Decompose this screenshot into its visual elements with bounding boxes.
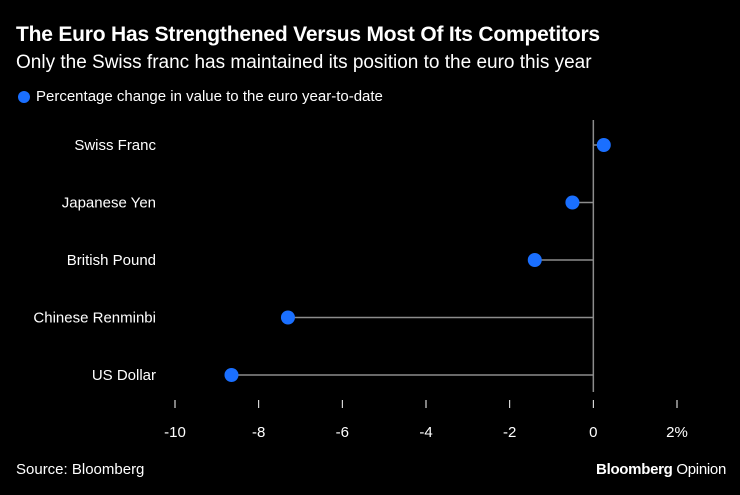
x-tick-label: -6 xyxy=(336,424,349,441)
category-label: Japanese Yen xyxy=(62,195,156,212)
x-tick-label: 0 xyxy=(589,424,597,441)
x-tick-label: -8 xyxy=(252,424,265,441)
category-label: Chinese Renminbi xyxy=(33,310,156,327)
category-label: US Dollar xyxy=(92,367,156,384)
data-point xyxy=(280,310,295,325)
category-label: British Pound xyxy=(67,252,156,269)
data-point xyxy=(527,253,542,267)
chart-title: The Euro Has Strengthened Versus Most Of… xyxy=(16,23,600,46)
data-point xyxy=(565,195,580,210)
chart-subtitle: Only the Swiss franc has maintained its … xyxy=(16,52,592,73)
x-tick-label: -10 xyxy=(164,424,186,441)
data-point xyxy=(596,138,611,152)
x-tick-label: 2% xyxy=(666,424,688,441)
brand-logo: Bloomberg Opinion xyxy=(596,461,726,478)
x-tick-label: -2 xyxy=(503,424,516,441)
data-point xyxy=(224,368,239,382)
x-tick-label: -4 xyxy=(419,424,432,441)
brand-sub: Opinion xyxy=(676,461,726,478)
legend-dot-icon xyxy=(18,90,30,103)
brand-main: Bloomberg xyxy=(596,461,673,478)
legend-label: Percentage change in value to the euro y… xyxy=(36,88,383,105)
category-label: Swiss Franc xyxy=(74,137,156,154)
legend: Percentage change in value to the euro y… xyxy=(18,88,383,105)
source-note: Source: Bloomberg xyxy=(16,461,145,478)
